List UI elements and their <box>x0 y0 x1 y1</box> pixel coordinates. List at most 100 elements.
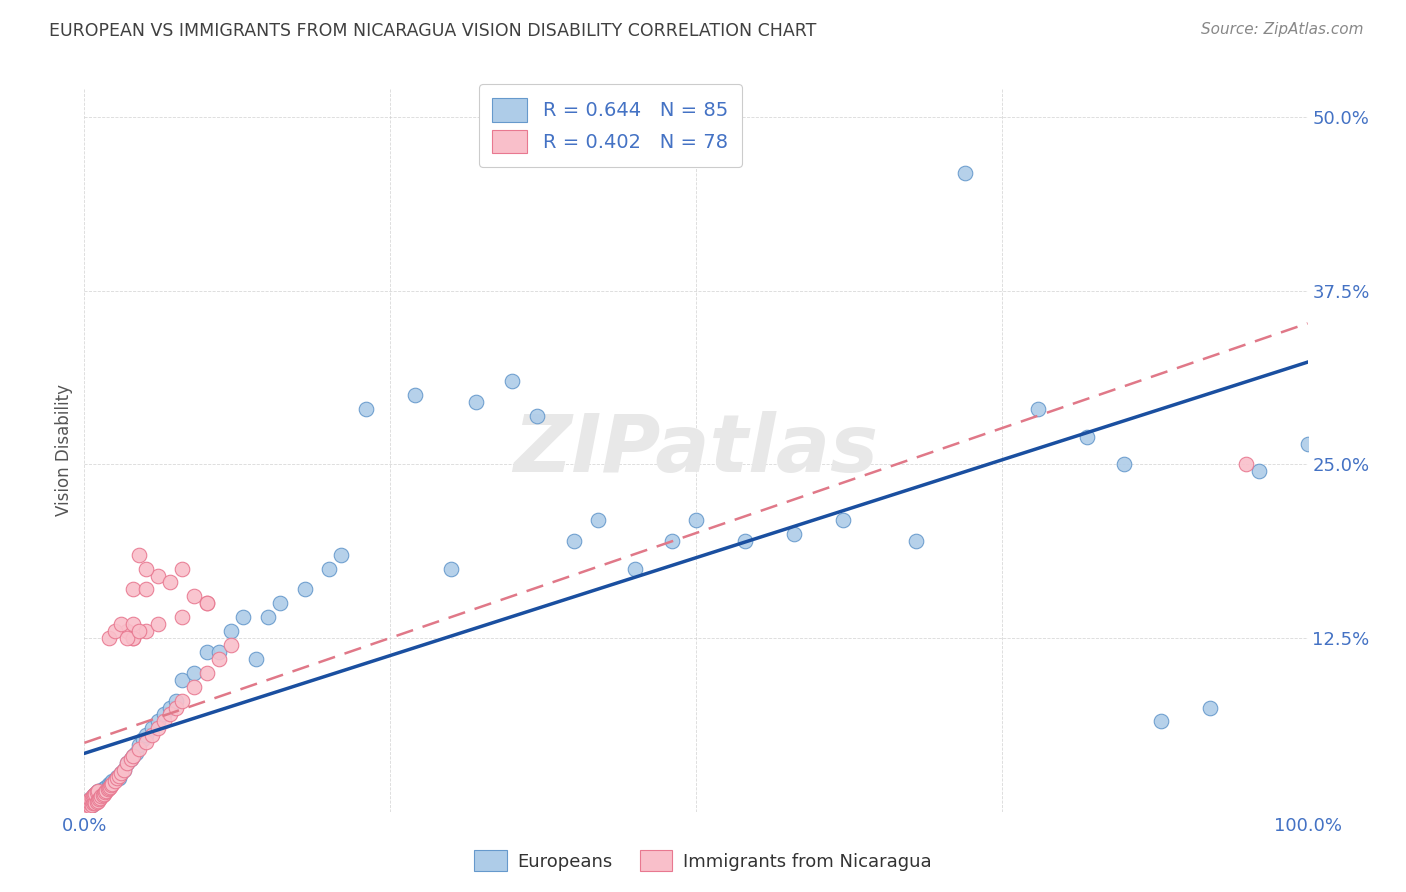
Point <box>79 792 101 806</box>
Point <box>94 785 117 799</box>
Point <box>80 797 103 812</box>
Point <box>831 513 853 527</box>
Point <box>354 401 377 416</box>
Point <box>90 787 112 801</box>
Point <box>75 800 97 814</box>
Point <box>76 797 98 811</box>
Point <box>82 797 104 811</box>
Point <box>122 631 145 645</box>
Point <box>128 738 150 752</box>
Point <box>122 749 145 764</box>
Point <box>195 665 218 680</box>
Point <box>87 794 110 808</box>
Point <box>100 778 122 792</box>
Point <box>135 561 157 575</box>
Point <box>183 665 205 680</box>
Point <box>122 749 145 764</box>
Legend: Europeans, Immigrants from Nicaragua: Europeans, Immigrants from Nicaragua <box>467 843 939 879</box>
Point <box>208 652 231 666</box>
Y-axis label: Vision Disability: Vision Disability <box>55 384 73 516</box>
Point <box>146 722 169 736</box>
Point <box>195 645 218 659</box>
Point <box>153 707 176 722</box>
Point <box>83 797 105 811</box>
Point <box>97 781 120 796</box>
Point <box>195 596 218 610</box>
Point <box>84 787 107 801</box>
Point <box>93 784 115 798</box>
Point <box>294 582 316 597</box>
Point <box>110 765 132 780</box>
Point <box>83 788 105 802</box>
Point <box>141 722 163 736</box>
Point <box>245 652 267 666</box>
Point <box>107 769 129 783</box>
Point <box>135 624 157 639</box>
Text: Source: ZipAtlas.com: Source: ZipAtlas.com <box>1201 22 1364 37</box>
Point <box>82 789 104 804</box>
Text: EUROPEAN VS IMMIGRANTS FROM NICARAGUA VISION DISABILITY CORRELATION CHART: EUROPEAN VS IMMIGRANTS FROM NICARAGUA VI… <box>49 22 817 40</box>
Legend: R = 0.644   N = 85, R = 0.402   N = 78: R = 0.644 N = 85, R = 0.402 N = 78 <box>479 85 742 167</box>
Point <box>97 777 120 791</box>
Point <box>115 756 138 770</box>
Point <box>87 789 110 804</box>
Point <box>75 800 97 814</box>
Point <box>93 787 115 801</box>
Point <box>104 774 127 789</box>
Point <box>82 795 104 809</box>
Point <box>84 794 107 808</box>
Point <box>86 795 108 809</box>
Point <box>905 533 928 548</box>
Point <box>77 797 100 812</box>
Point <box>83 795 105 809</box>
Point <box>440 561 463 575</box>
Point <box>86 785 108 799</box>
Point <box>165 693 187 707</box>
Point <box>115 631 138 645</box>
Point <box>128 548 150 562</box>
Point <box>112 763 135 777</box>
Point <box>104 624 127 639</box>
Point <box>146 568 169 582</box>
Point <box>141 728 163 742</box>
Point <box>135 735 157 749</box>
Point <box>97 631 120 645</box>
Point <box>562 533 585 548</box>
Point <box>195 596 218 610</box>
Point <box>83 788 105 802</box>
Point <box>172 693 194 707</box>
Point <box>1114 458 1136 472</box>
Text: ZIPatlas: ZIPatlas <box>513 411 879 490</box>
Point <box>98 780 121 794</box>
Point <box>1247 464 1270 478</box>
Point <box>661 533 683 548</box>
Point <box>125 747 148 761</box>
Point <box>77 795 100 809</box>
Point <box>79 799 101 814</box>
Point <box>135 728 157 742</box>
Point <box>101 777 124 791</box>
Point <box>77 800 100 814</box>
Point <box>115 624 138 639</box>
Point <box>80 790 103 805</box>
Point <box>76 799 98 814</box>
Point <box>146 714 169 729</box>
Point <box>77 799 100 814</box>
Point <box>120 752 142 766</box>
Point <box>96 784 118 798</box>
Point <box>183 680 205 694</box>
Point <box>75 797 97 812</box>
Point <box>783 526 806 541</box>
Point <box>953 165 976 179</box>
Point <box>1236 458 1258 472</box>
Point <box>269 596 291 610</box>
Point <box>76 799 98 814</box>
Point <box>86 785 108 799</box>
Point <box>115 756 138 770</box>
Point <box>159 700 181 714</box>
Point <box>89 788 111 802</box>
Point <box>86 792 108 806</box>
Point <box>77 794 100 808</box>
Point <box>128 624 150 639</box>
Point <box>87 792 110 806</box>
